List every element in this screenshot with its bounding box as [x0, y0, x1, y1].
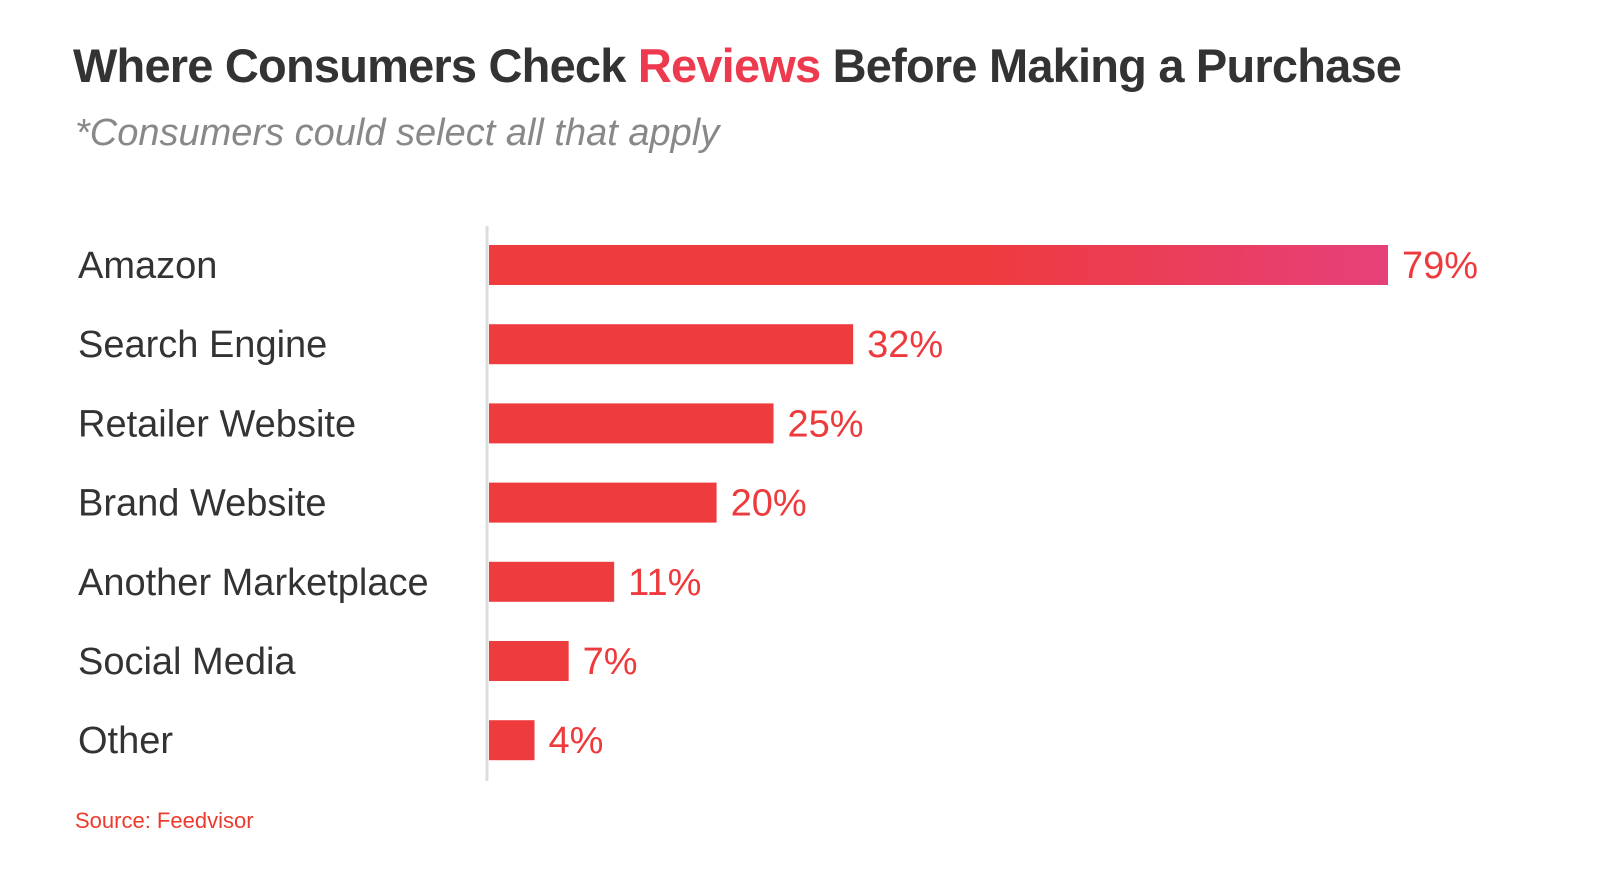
- category-label: Other: [78, 720, 173, 762]
- category-label: Search Engine: [78, 324, 327, 366]
- chart-title: Where Consumers Check Reviews Before Mak…: [73, 38, 1402, 93]
- title-highlight: Reviews: [637, 39, 821, 92]
- bar: [489, 561, 615, 602]
- category-label: Another Marketplace: [78, 562, 429, 604]
- bar: [489, 324, 854, 365]
- value-label: 7%: [583, 641, 638, 683]
- value-label: 79%: [1402, 245, 1478, 287]
- chart-subtitle: *Consumers could select all that apply: [75, 112, 720, 154]
- category-label: Brand Website: [78, 483, 327, 525]
- bar: [489, 641, 569, 681]
- category-label: Social Media: [78, 641, 296, 683]
- title-text: Where Consumers Check: [73, 39, 638, 92]
- category-label: Amazon: [78, 245, 217, 287]
- bar: [489, 403, 774, 444]
- category-label: Retailer Website: [78, 403, 356, 445]
- source-note: Source: Feedvisor: [75, 808, 254, 833]
- bar: [489, 720, 535, 761]
- bar: [489, 482, 717, 523]
- title-text-end: Before Making a Purchase: [820, 39, 1402, 92]
- value-label: 32%: [867, 324, 943, 366]
- value-label: 4%: [549, 720, 604, 762]
- value-label: 20%: [731, 483, 807, 525]
- value-label: 25%: [787, 403, 863, 445]
- value-label: 11%: [628, 562, 701, 604]
- bar: [489, 245, 1388, 285]
